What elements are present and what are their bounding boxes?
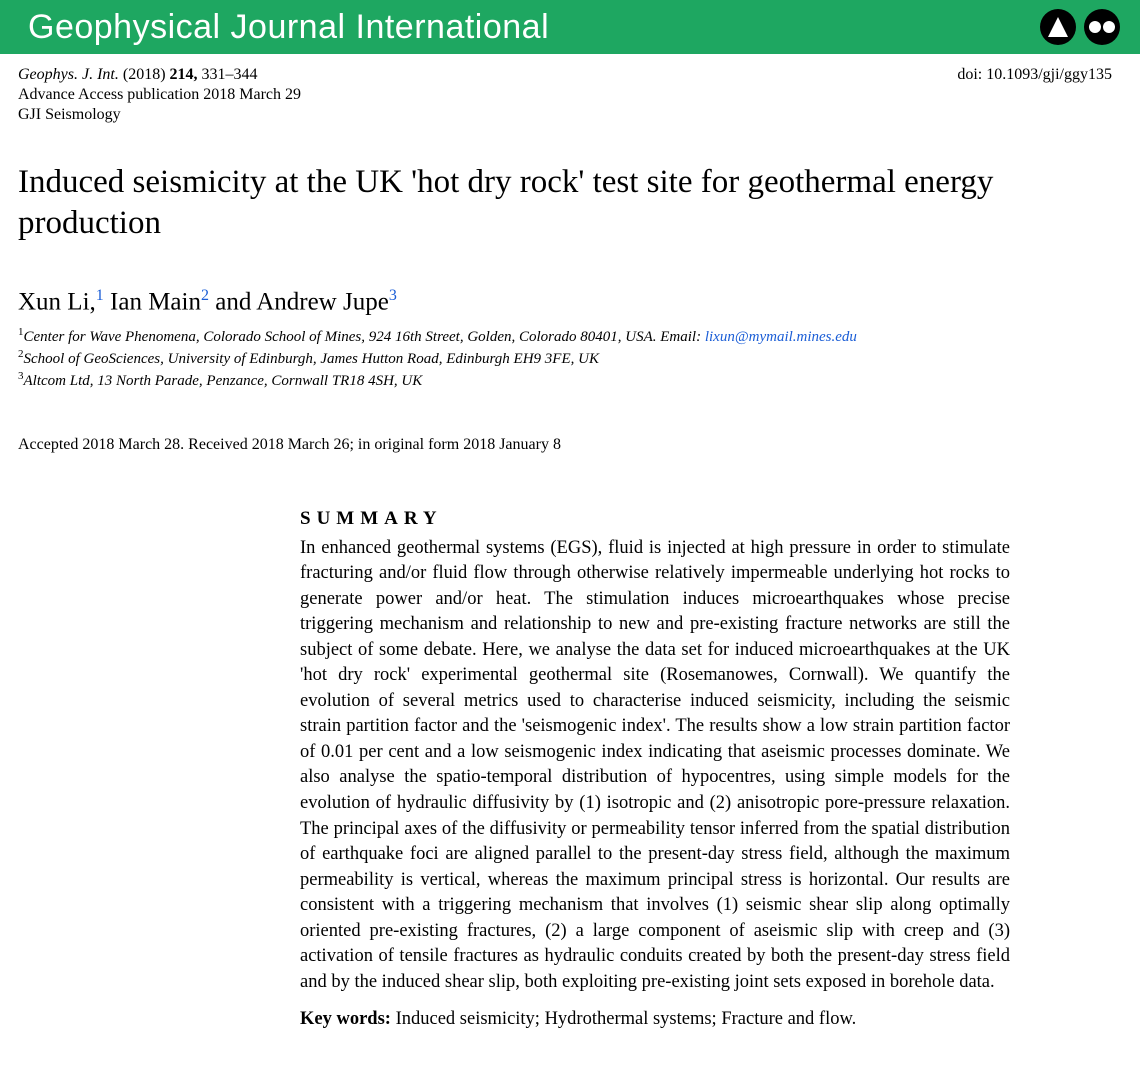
- summary-text: In enhanced geothermal systems (EGS), fl…: [300, 536, 1010, 995]
- journal-name: Geophysical Journal International: [28, 8, 549, 47]
- citation-meta-row: Geophys. J. Int. (2018) 214, 331–344 Adv…: [0, 54, 1140, 126]
- citation-meta-left: Geophys. J. Int. (2018) 214, 331–344 Adv…: [18, 66, 301, 126]
- summary-heading: SUMMARY: [300, 508, 1010, 530]
- affiliation-1: 1Center for Wave Phenomena, Colorado Sch…: [18, 326, 1112, 346]
- authors-conjunction: and: [215, 288, 256, 315]
- citation-line: Geophys. J. Int. (2018) 214, 331–344: [18, 66, 301, 84]
- author-1-affil-sup[interactable]: 1: [96, 287, 104, 304]
- journal-abbrev: Geophys. J. Int.: [18, 66, 119, 83]
- author-email-link[interactable]: lixun@mymail.mines.edu: [705, 329, 857, 345]
- author-2-affil-sup[interactable]: 2: [201, 287, 209, 304]
- citation-year: (2018): [123, 66, 166, 83]
- manuscript-dates: Accepted 2018 March 28. Received 2018 Ma…: [0, 392, 1140, 454]
- summary-block: SUMMARY In enhanced geothermal systems (…: [0, 454, 1140, 1060]
- citation-pages: 331–344: [202, 66, 258, 83]
- citation-volume: 214,: [170, 66, 198, 83]
- author-1-name: Xun Li,: [18, 288, 96, 315]
- authors-line: Xun Li,1 Ian Main2 and Andrew Jupe3: [0, 245, 1140, 316]
- author-2-name: Ian Main: [110, 288, 201, 315]
- header-logos: [1040, 9, 1120, 45]
- society-logo-icon: [1084, 9, 1120, 45]
- affil-1-text: Center for Wave Phenomena, Colorado Scho…: [24, 329, 705, 345]
- section-line: GJI Seismology: [18, 106, 301, 124]
- keywords-label: Key words:: [300, 1009, 391, 1029]
- article-title: Induced seismicity at the UK 'hot dry ro…: [0, 126, 1140, 245]
- advance-access-line: Advance Access publication 2018 March 29: [18, 86, 301, 104]
- doi-text: doi: 10.1093/gji/ggy135: [957, 66, 1112, 126]
- affiliation-3: 3Altcom Ltd, 13 North Parade, Penzance, …: [18, 370, 1112, 390]
- keywords-line: Key words: Induced seismicity; Hydrother…: [300, 1009, 1010, 1030]
- author-3-name: Andrew Jupe: [256, 288, 389, 315]
- affil-3-text: Altcom Ltd, 13 North Parade, Penzance, C…: [24, 373, 423, 389]
- affiliation-2: 2School of GeoSciences, University of Ed…: [18, 348, 1112, 368]
- affiliations-block: 1Center for Wave Phenomena, Colorado Sch…: [0, 316, 1140, 390]
- author-3-affil-sup[interactable]: 3: [389, 287, 397, 304]
- publisher-logo-icon: [1040, 9, 1076, 45]
- journal-header-bar: Geophysical Journal International: [0, 0, 1140, 54]
- keywords-text: Induced seismicity; Hydrothermal systems…: [391, 1009, 856, 1029]
- affil-2-text: School of GeoSciences, University of Edi…: [24, 351, 599, 367]
